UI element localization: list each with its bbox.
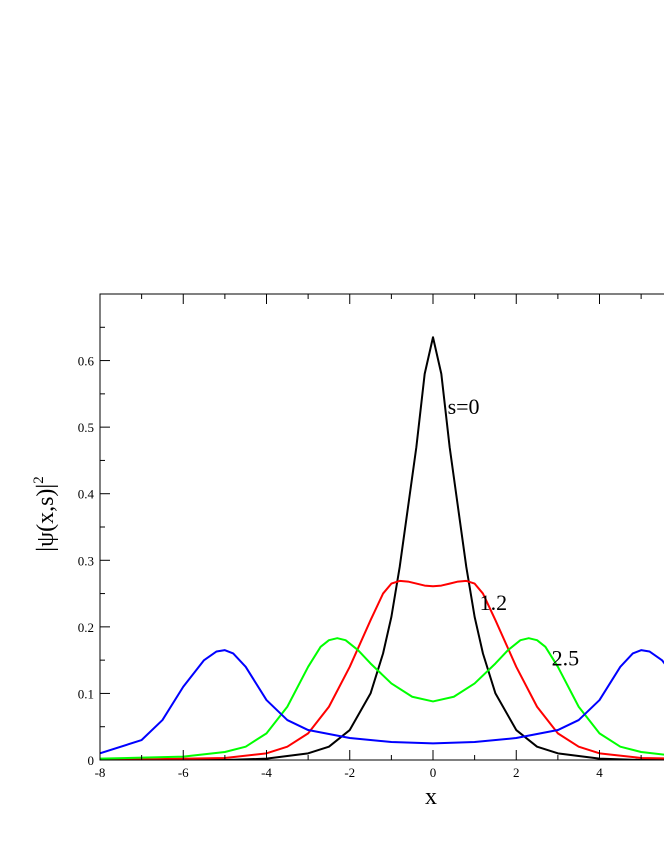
y-tick-label: 0.5 [78,420,94,435]
x-axis-ticks: -8 -6 -4 -2 0 2 4 [95,294,642,780]
plot-frame [99,293,664,761]
x-tick-label: -2 [344,765,355,780]
x-tick-label: 2 [513,765,520,780]
x-tick-label: -8 [95,765,106,780]
plot-border [99,293,664,761]
series-annotation: s=0 [448,394,480,419]
x-axis-label: x [425,784,437,810]
y-axis-ticks: 0 0.1 0.2 0.3 0.4 0.5 0.6 [78,293,110,768]
y-axis-label-exponent: 2 [31,476,47,484]
y-tick-label: 0.2 [78,620,94,635]
series-annotation: 2.5 [552,645,580,670]
y-tick-label: 0.1 [78,686,94,701]
x-tick-label: -4 [261,765,272,780]
y-tick-label: 0 [88,753,95,768]
y-axis-label: |ψ(x,s)|2 [31,476,59,551]
annotations: s=0 1.2 2.5 [448,394,580,671]
y-tick-label: 0.3 [78,553,94,568]
y-tick-label: 0.6 [78,354,95,369]
x-tick-label: 0 [430,765,437,780]
series-line-3 [100,649,664,755]
y-axis-label-base: |ψ(x,s)| [33,484,59,552]
series-line-0 [100,336,664,760]
series-annotation: 1.2 [480,590,508,615]
series-layer [100,336,664,760]
series-line-1 [100,579,664,760]
series-line-2 [100,637,664,760]
x-tick-label: -6 [178,765,189,780]
y-tick-label: 0.4 [78,487,95,502]
x-tick-label: 4 [596,765,603,780]
